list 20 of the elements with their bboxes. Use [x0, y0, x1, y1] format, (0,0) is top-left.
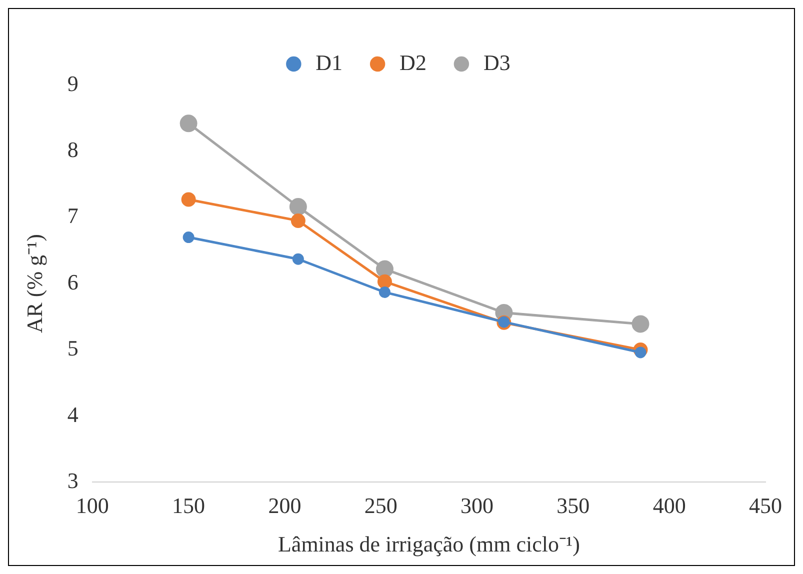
x-tick-label: 200: [268, 493, 302, 518]
x-axis-title: Lâminas de irrigação (mm ciclo⁻¹): [278, 532, 580, 557]
legend-label: D3: [483, 50, 510, 75]
x-tick-label: 350: [556, 493, 590, 518]
y-tick-label: 5: [67, 336, 78, 361]
x-tick-label: 150: [172, 493, 206, 518]
legend-label: D2: [400, 50, 426, 75]
y-tick-label: 6: [67, 269, 78, 294]
x-tick-label: 300: [460, 493, 494, 518]
y-tick-label: 8: [67, 136, 78, 162]
x-tick-label: 250: [364, 493, 398, 518]
y-tick-label: 7: [67, 203, 78, 228]
y-tick-label: 9: [67, 70, 78, 96]
legend-label: D1: [316, 50, 343, 75]
x-tick-label: 100: [76, 493, 109, 518]
y-tick-label: 4: [67, 402, 78, 427]
x-tick-label: 400: [652, 493, 686, 518]
x-tick-label: 450: [749, 493, 782, 518]
y-tick-label: 3: [67, 468, 78, 493]
y-axis-title: AR (% g⁻¹): [22, 234, 47, 334]
